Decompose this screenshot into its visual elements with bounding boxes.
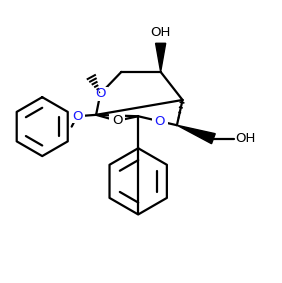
Text: O: O [155,115,165,128]
Text: O: O [95,87,105,100]
Text: O: O [72,110,82,123]
Text: OH: OH [235,132,255,145]
Text: O: O [112,114,122,127]
FancyBboxPatch shape [69,110,85,123]
Polygon shape [177,125,215,144]
FancyBboxPatch shape [152,115,168,128]
FancyBboxPatch shape [92,87,109,100]
Polygon shape [156,43,166,72]
FancyBboxPatch shape [109,114,125,127]
Text: OH: OH [151,26,171,39]
